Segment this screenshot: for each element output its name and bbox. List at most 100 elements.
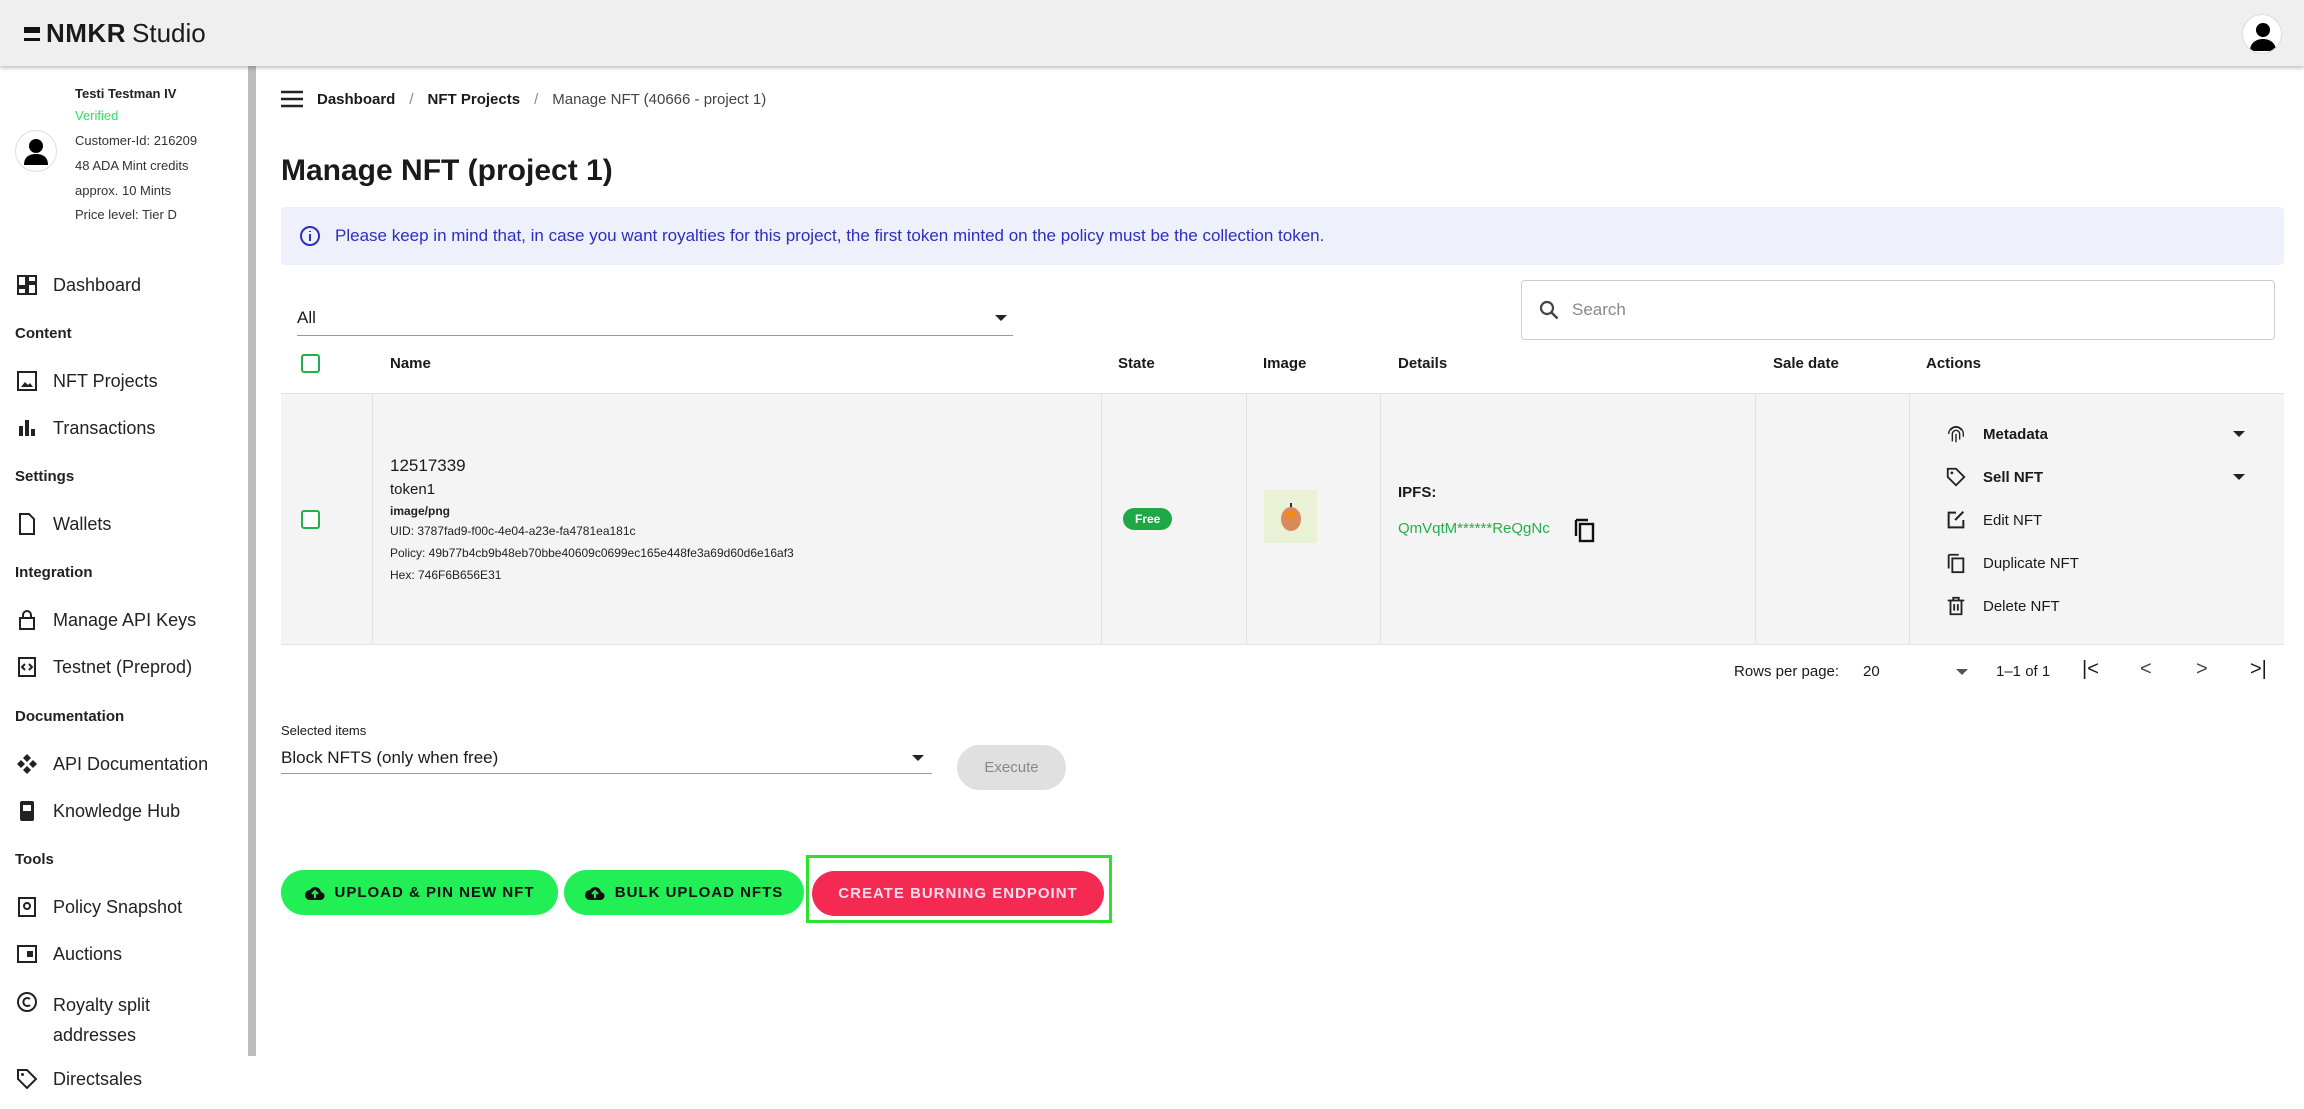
- copy-icon: [1947, 553, 1965, 574]
- label: Edit NFT: [1983, 511, 2043, 529]
- row-checkbox[interactable]: [301, 510, 320, 529]
- lock-icon: [19, 610, 35, 630]
- sidebar-item-policy-snapshot[interactable]: Policy Snapshot: [15, 895, 182, 919]
- upload-pin-nft-button[interactable]: UPLOAD & PIN NEW NFT: [281, 870, 558, 915]
- prev-page-icon[interactable]: <: [2140, 658, 2152, 680]
- api-icon: [17, 754, 37, 774]
- sidebar-item-knowledge-hub[interactable]: Knowledge Hub: [15, 799, 180, 823]
- label: addresses: [53, 1025, 137, 1045]
- wallet-icon: [17, 945, 37, 963]
- bar-chart-icon: [19, 420, 35, 436]
- header-image[interactable]: Image: [1263, 355, 1307, 372]
- profile-name: Testi Testman IV: [75, 86, 177, 101]
- cloud-upload-icon: [584, 886, 605, 900]
- column-divider: [1909, 393, 1910, 645]
- menu-icon[interactable]: [281, 90, 303, 108]
- sell-nft-dropdown[interactable]: Sell NFT: [1945, 466, 2245, 488]
- delete-nft-button[interactable]: Delete NFT: [1945, 595, 2060, 617]
- sidebar-item-nft-projects[interactable]: NFT Projects: [15, 369, 158, 393]
- label: Auctions: [53, 943, 123, 964]
- label: Delete NFT: [1983, 597, 2060, 615]
- caret-down-icon: [1956, 668, 1968, 675]
- breadcrumb-dashboard[interactable]: Dashboard: [317, 90, 396, 108]
- last-page-icon[interactable]: >|: [2250, 658, 2267, 680]
- pumpkin-image: [1280, 502, 1301, 531]
- cloud-upload-icon: [304, 886, 325, 900]
- sidebar-item-auctions[interactable]: Auctions: [15, 942, 122, 966]
- header-name[interactable]: Name: [390, 355, 431, 372]
- sidebar-item-dashboard[interactable]: Dashboard: [15, 273, 141, 297]
- sidebar-item-api-keys[interactable]: Manage API Keys: [15, 608, 196, 632]
- label: Duplicate NFT: [1983, 554, 2079, 572]
- approx-mints: approx. 10 Mints: [75, 183, 172, 198]
- search-input[interactable]: Search: [1521, 280, 2275, 340]
- header-actions: Actions: [1926, 355, 1982, 372]
- metadata-dropdown[interactable]: Metadata: [1945, 423, 2245, 445]
- bulk-action-select[interactable]: Block NFTS (only when free): [281, 742, 932, 774]
- section-tools: Tools: [15, 851, 54, 868]
- label: Dashboard: [53, 274, 142, 295]
- book-icon: [20, 801, 34, 821]
- person-icon: [24, 139, 48, 165]
- sidebar-scrollbar[interactable]: [248, 66, 256, 1056]
- label: Transactions: [53, 417, 156, 438]
- image-icon: [17, 371, 37, 391]
- breadcrumb: Dashboard / NFT Projects / Manage NFT (406…: [281, 90, 766, 108]
- duplicate-nft-button[interactable]: Duplicate NFT: [1945, 552, 2079, 574]
- verified-status: Verified: [75, 108, 119, 123]
- nft-id: 12517339: [390, 456, 466, 475]
- label: BULK UPLOAD NFTS: [614, 884, 784, 901]
- label: UPLOAD & PIN NEW NFT: [334, 884, 535, 901]
- dashboard-icon: [17, 275, 37, 295]
- sidebar-item-wallets[interactable]: Wallets: [15, 512, 111, 536]
- execute-button[interactable]: Execute: [957, 745, 1066, 790]
- edit-icon: [1947, 511, 1965, 529]
- section-documentation: Documentation: [15, 708, 125, 725]
- breadcrumb-current: Manage NFT (40666 - project 1): [552, 90, 767, 108]
- copy-icon[interactable]: [1573, 517, 1595, 543]
- first-page-icon[interactable]: |<: [2082, 658, 2099, 680]
- logo[interactable]: NMKR Studio: [24, 18, 206, 49]
- label: CREATE BURNING ENDPOINT: [838, 885, 1078, 902]
- create-burning-endpoint-button[interactable]: CREATE BURNING ENDPOINT: [812, 871, 1104, 916]
- label: Metadata: [1983, 425, 2049, 443]
- rows-per-page-label: Rows per page:: [1734, 663, 1840, 680]
- snapshot-icon: [18, 897, 36, 917]
- state-filter-select[interactable]: All: [297, 300, 1013, 336]
- select-all-checkbox[interactable]: [301, 354, 320, 373]
- nft-hex: Hex: 746F6B656E31: [390, 568, 502, 582]
- customer-id: Customer-Id: 216209: [75, 133, 198, 148]
- rows-per-page-select[interactable]: 20: [1863, 663, 1968, 680]
- header-sale-date[interactable]: Sale date: [1773, 355, 1839, 372]
- bulk-upload-nfts-button[interactable]: BULK UPLOAD NFTS: [564, 870, 804, 915]
- header-details[interactable]: Details: [1398, 355, 1448, 372]
- label: NFT Projects: [53, 370, 158, 391]
- section-settings: Settings: [15, 468, 75, 485]
- filter-value: All: [297, 307, 316, 327]
- sidebar-item-testnet[interactable]: Testnet (Preprod): [15, 655, 192, 679]
- caret-down-icon: [912, 754, 924, 761]
- sidebar-item-directsales[interactable]: Directsales: [15, 1067, 142, 1091]
- header-state[interactable]: State: [1118, 355, 1155, 372]
- nft-thumbnail[interactable]: [1264, 490, 1317, 543]
- label: Testnet (Preprod): [53, 656, 193, 677]
- next-page-icon[interactable]: >: [2196, 658, 2208, 680]
- label: Manage API Keys: [53, 609, 197, 630]
- edit-nft-button[interactable]: Edit NFT: [1945, 509, 2042, 531]
- user-avatar-button[interactable]: [2242, 14, 2282, 54]
- top-bar: NMKR Studio: [0, 0, 2304, 66]
- mint-credits: 48 ADA Mint credits: [75, 158, 189, 173]
- page-title: Manage NFT (project 1): [281, 154, 613, 187]
- sidebar-item-api-documentation[interactable]: API Documentation: [15, 752, 208, 776]
- sidebar-item-transactions[interactable]: Transactions: [15, 416, 155, 440]
- sidebar-item-royalty-split[interactable]: Royalty split addresses: [15, 990, 150, 1050]
- sidebar: [0, 66, 250, 1109]
- ipfs-hash[interactable]: QmVqtM******ReQgNc: [1398, 520, 1550, 537]
- caret-down-icon: [995, 314, 1007, 321]
- copyright-icon: [17, 992, 37, 1012]
- nft-policy: Policy: 49b77b4cb9b48eb70bbe40609c0699ec…: [390, 546, 794, 560]
- breadcrumb-nft-projects[interactable]: NFT Projects: [427, 90, 521, 108]
- price-level: Price level: Tier D: [75, 207, 177, 222]
- search-placeholder: Search: [1572, 300, 1626, 319]
- label: API Documentation: [53, 753, 209, 774]
